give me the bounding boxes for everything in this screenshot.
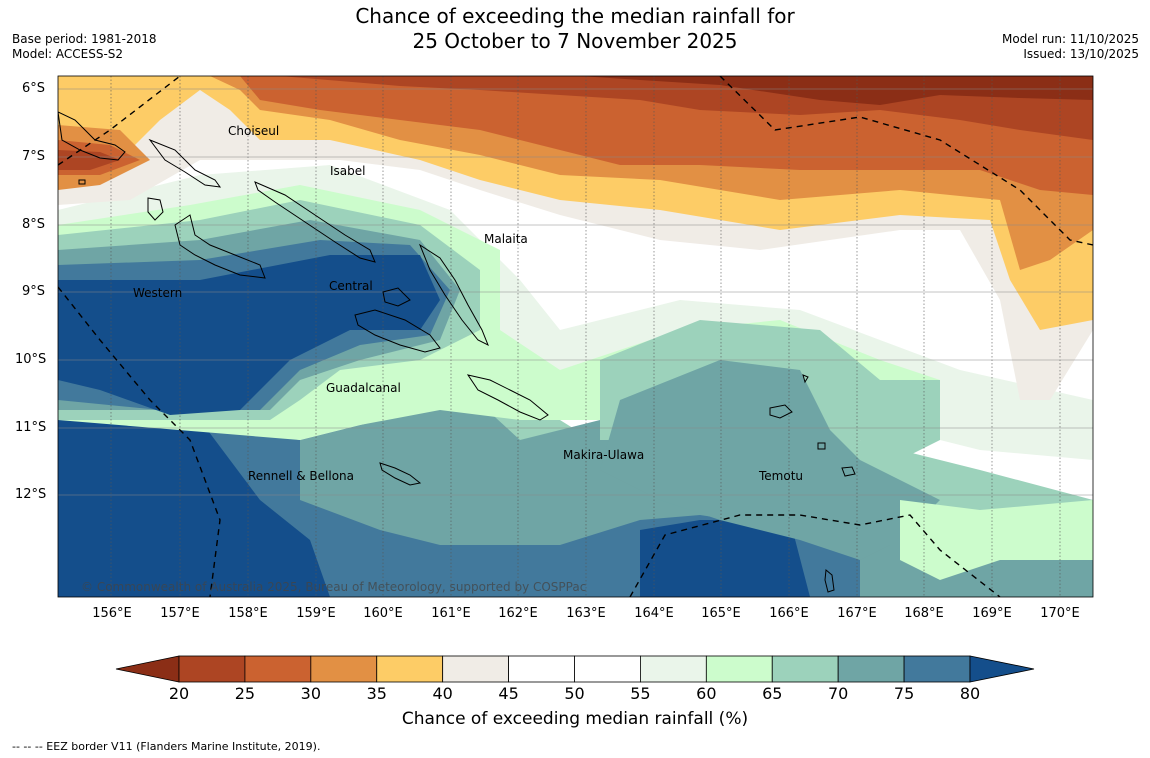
guadalcanal-island (354, 309, 441, 353)
colorbar-tick-60: 60 (696, 684, 717, 703)
reef-islands (802, 374, 809, 384)
vanikoro-island (841, 466, 856, 477)
label-malaita: Malaita (484, 232, 528, 246)
ontong-java (78, 179, 86, 185)
colorbar-tick-70: 70 (827, 684, 849, 703)
model-name: Model: ACCESS-S2 (12, 47, 124, 61)
lon-label-162e: 162°E (498, 606, 538, 621)
choiseul-island (148, 138, 222, 188)
lon-label-163e: 163°E (566, 606, 606, 621)
label-temotu: Temotu (759, 469, 804, 483)
lon-label-170e: 170°E (1040, 606, 1080, 621)
lon-label-165e: 165°E (701, 606, 741, 621)
rennell-island (379, 462, 422, 486)
contour-75-east (600, 360, 940, 560)
longitude-grid (110, 76, 1061, 597)
run-info: Model run: 11/10/2025 Issued: 13/10/2025 (1002, 32, 1139, 62)
bougainville-island (58, 111, 126, 161)
lon-label-168e: 168°E (904, 606, 944, 621)
utupua-island (817, 442, 826, 450)
colorbar-tick-65: 65 (762, 684, 783, 703)
lat-label-10s: 10°S (15, 352, 47, 367)
eez-legend-note: -- -- -- EEZ border V11 (Flanders Marine… (12, 740, 321, 753)
lon-label-159e: 159°E (296, 606, 336, 621)
colorbar-tick-50: 50 (564, 684, 585, 703)
torres-islands (824, 569, 835, 593)
issued-date: Issued: 13/10/2025 (1023, 47, 1139, 61)
vella-lavella (147, 197, 164, 221)
contour-85-central (58, 255, 440, 415)
label-choiseul: Choiseul (228, 124, 280, 138)
lon-label-157e: 157°E (160, 606, 200, 621)
lon-label-166e: 166°E (769, 606, 809, 621)
title-line-1: Chance of exceeding the median rainfall … (355, 4, 795, 28)
map-frame (57, 75, 1094, 598)
lon-label-164e: 164°E (634, 606, 674, 621)
colorbar-label: Chance of exceeding median rainfall (%) (401, 709, 749, 729)
colorbar-tick-75: 75 (893, 684, 915, 703)
contour-20-north (580, 76, 1093, 105)
colorbar-tick-30: 30 (300, 684, 322, 703)
colorbar-tick-45: 45 (498, 684, 519, 703)
latitude-grid (58, 88, 1093, 496)
model-info: Base period: 1981-2018 Model: ACCESS-S2 (12, 32, 157, 62)
lon-label-158e: 158°E (228, 606, 268, 621)
label-central: Central (329, 279, 373, 293)
model-run-date: Model run: 11/10/2025 (1001, 32, 1139, 46)
colorbar-tick-55: 55 (630, 684, 651, 703)
label-guadalcanal: Guadalcanal (326, 381, 401, 395)
makira-island (466, 374, 549, 421)
colorbar-tick-35: 35 (366, 684, 387, 703)
label-makira-ulawa: Makira-Ulawa (563, 448, 645, 462)
eez-border (58, 76, 1093, 597)
santa-cruz-islands (769, 404, 793, 419)
label-isabel: Isabel (330, 164, 366, 178)
colorbar-tick-40: 40 (432, 684, 453, 703)
isabel-island (254, 181, 376, 263)
lat-label-9s: 9°S (22, 284, 46, 299)
copyright-notice: © Commonwealth of Australia 2025, Bureau… (81, 580, 587, 594)
map-field (58, 76, 1093, 597)
lon-label-161e: 161°E (431, 606, 471, 621)
contour-65-southeast (900, 500, 1093, 580)
lat-label-11s: 11°S (15, 420, 47, 435)
malaita-island (418, 243, 489, 347)
lon-label-169e: 169°E (972, 606, 1012, 621)
colorbar-tick-25: 25 (234, 684, 256, 703)
new-georgia-group (174, 214, 266, 279)
lat-label-6s: 6°S (22, 81, 46, 96)
contour-85-southeast (640, 520, 810, 597)
base-period: Base period: 1981-2018 (12, 32, 157, 46)
colorbar-tick-80: 80 (959, 684, 981, 703)
lon-label-167e: 167°E (837, 606, 877, 621)
lon-label-156e: 156°E (92, 606, 132, 621)
florida-islands (382, 287, 411, 307)
label-western: Western (133, 286, 183, 300)
lon-label-160e: 160°E (363, 606, 403, 621)
lat-label-12s: 12°S (15, 487, 47, 502)
lat-label-8s: 8°S (22, 217, 46, 232)
map-title: Chance of exceeding the median rainfall … (0, 4, 1150, 54)
title-line-2: 25 October to 7 November 2025 (412, 29, 738, 53)
lat-label-7s: 7°S (22, 149, 46, 164)
label-rennell-bellona: Rennell & Bellona (248, 469, 355, 483)
coastlines (58, 111, 856, 593)
colorbar-tick-20: 20 (168, 684, 190, 703)
